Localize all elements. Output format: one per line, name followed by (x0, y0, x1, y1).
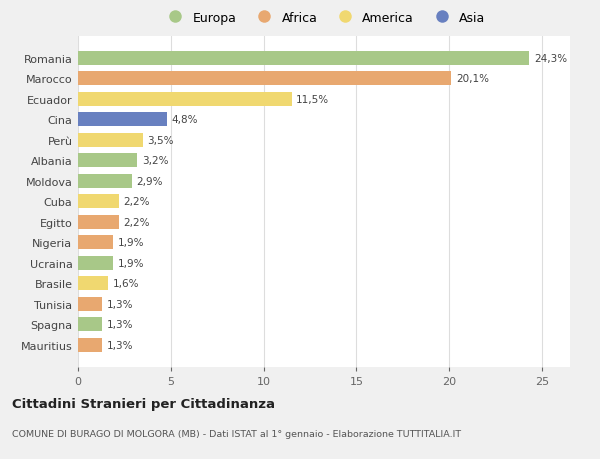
Bar (78, 257, 113, 270)
Bar (78, 195, 119, 209)
Text: 1,6%: 1,6% (112, 279, 139, 289)
Text: 1,3%: 1,3% (107, 320, 133, 330)
Text: 2,2%: 2,2% (124, 218, 150, 227)
Text: 4,8%: 4,8% (172, 115, 198, 125)
Text: 1,3%: 1,3% (107, 340, 133, 350)
Text: 3,5%: 3,5% (148, 135, 174, 146)
Bar (78, 338, 102, 352)
Text: 1,9%: 1,9% (118, 238, 145, 248)
Bar (78, 236, 113, 250)
Bar (78, 174, 132, 189)
Text: 2,2%: 2,2% (124, 197, 150, 207)
Text: 20,1%: 20,1% (456, 74, 489, 84)
Text: Cittadini Stranieri per Cittadinanza: Cittadini Stranieri per Cittadinanza (12, 397, 275, 410)
Bar (78, 134, 143, 147)
Bar (78, 297, 102, 311)
Bar (78, 52, 529, 66)
Text: 1,9%: 1,9% (118, 258, 145, 269)
Bar (78, 72, 451, 86)
Text: 24,3%: 24,3% (534, 54, 567, 64)
Text: 3,2%: 3,2% (142, 156, 169, 166)
Text: COMUNE DI BURAGO DI MOLGORA (MB) - Dati ISTAT al 1° gennaio - Elaborazione TUTTI: COMUNE DI BURAGO DI MOLGORA (MB) - Dati … (12, 429, 461, 438)
Bar (78, 113, 167, 127)
Text: 11,5%: 11,5% (296, 95, 329, 105)
Legend: Europa, Africa, America, Asia: Europa, Africa, America, Asia (160, 9, 488, 27)
Bar (78, 215, 119, 230)
Bar (78, 93, 292, 106)
Text: 2,9%: 2,9% (136, 177, 163, 186)
Bar (78, 154, 137, 168)
Bar (78, 318, 102, 332)
Bar (78, 277, 108, 291)
Text: 1,3%: 1,3% (107, 299, 133, 309)
